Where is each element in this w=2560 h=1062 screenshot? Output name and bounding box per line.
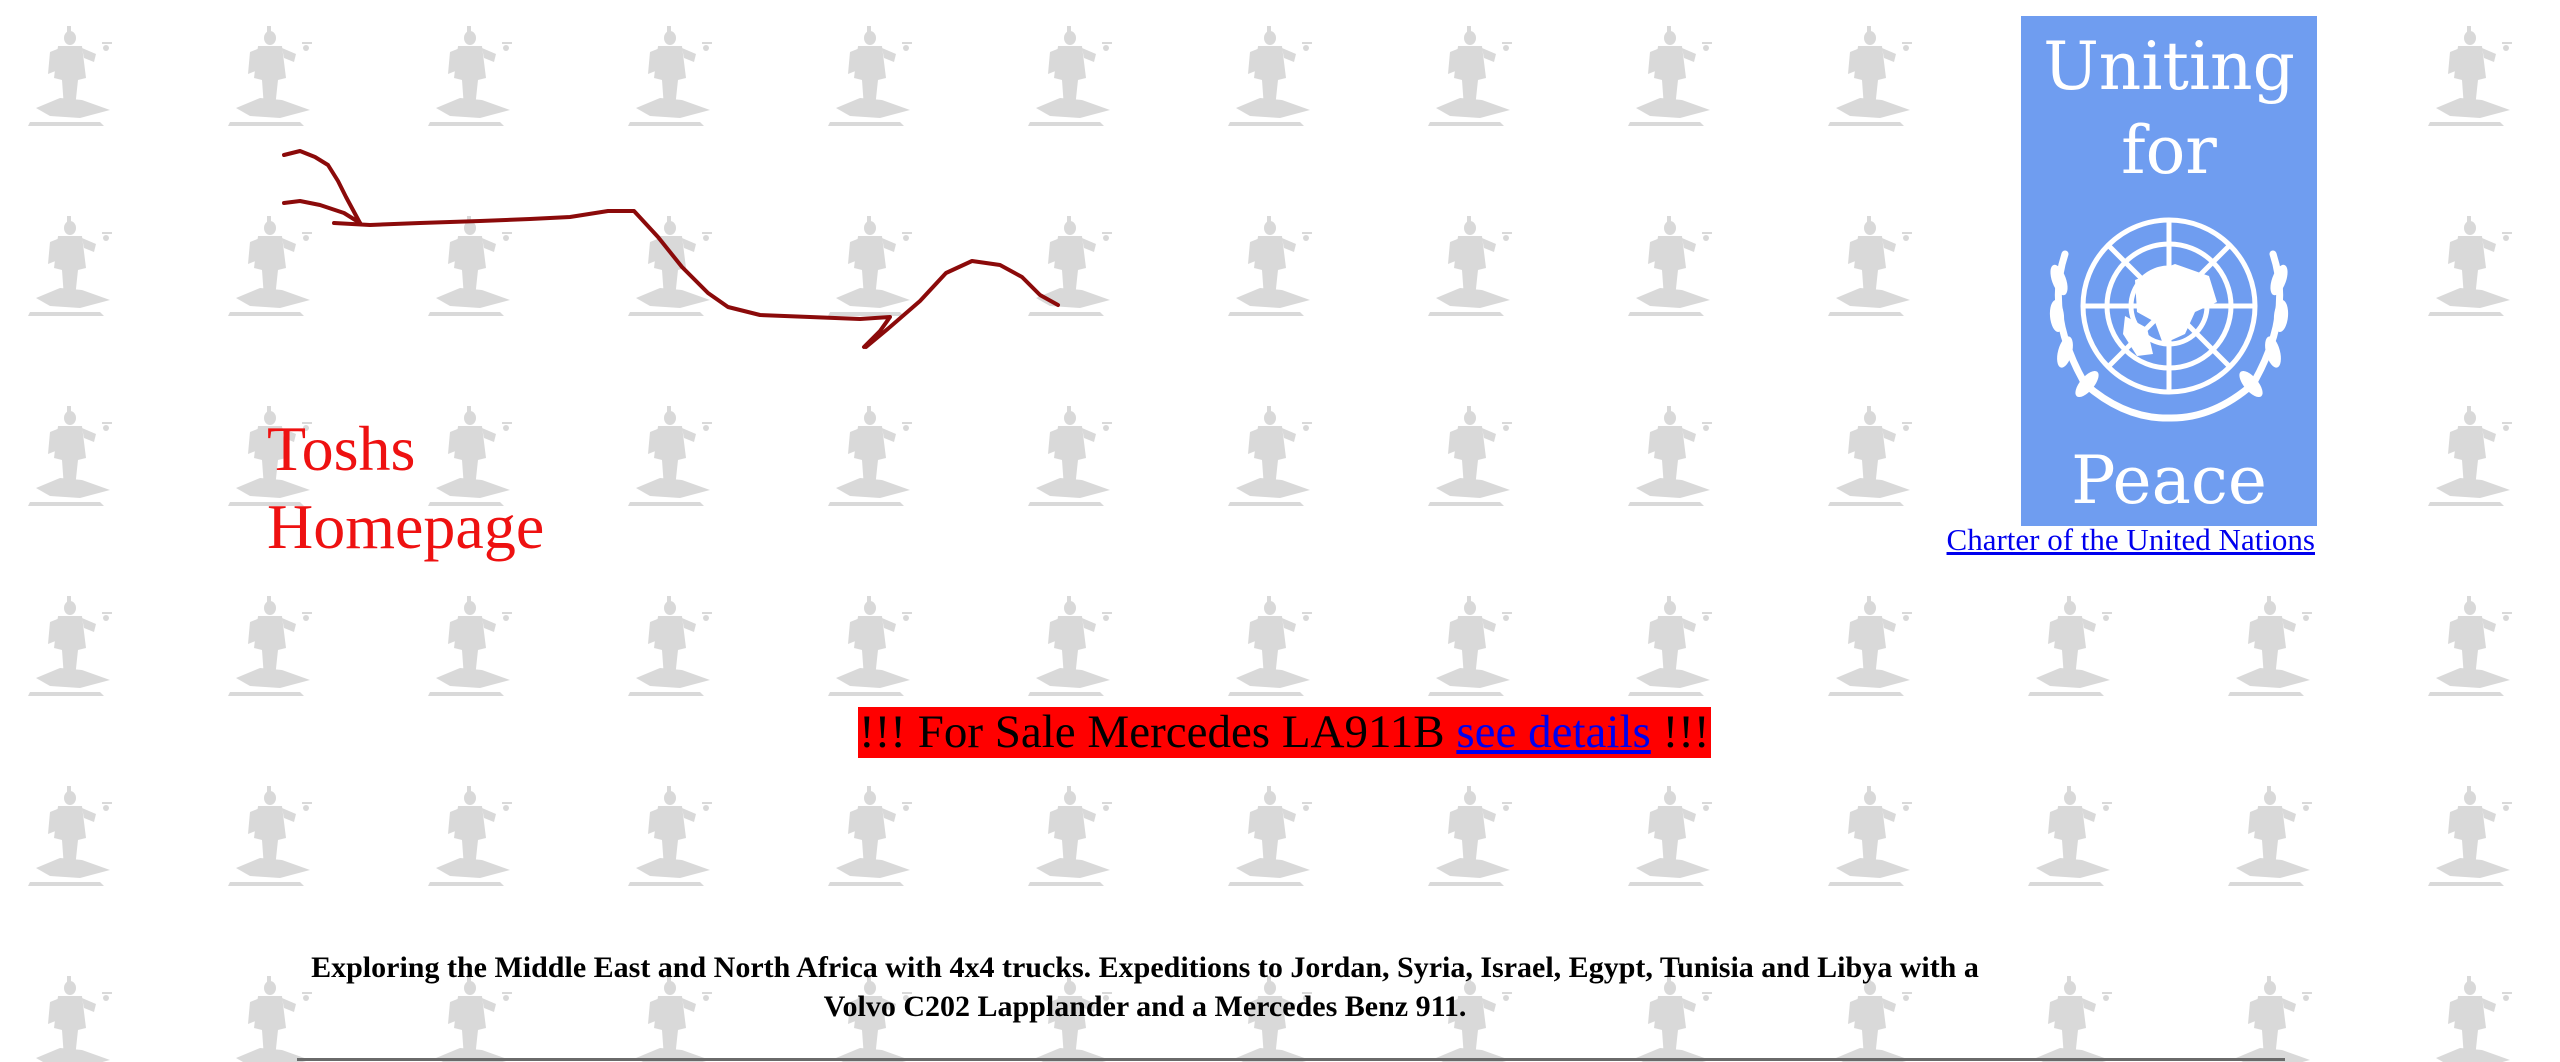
page-title-line-1: Toshs	[267, 413, 416, 484]
route-map-drawing	[282, 149, 1060, 349]
page-title: Toshs Homepage	[267, 410, 544, 566]
un-emblem-icon	[2049, 217, 2289, 422]
sale-prefix-text: !!! For Sale Mercedes LA911B	[859, 706, 1457, 758]
charter-of-the-united-nations-link[interactable]: Charter of the United Nations	[1946, 522, 2315, 557]
uniting-for-peace-banner[interactable]: Uniting for	[2021, 16, 2317, 526]
for-sale-banner: !!! For Sale Mercedes LA911B see details…	[858, 707, 1711, 758]
page-title-line-2: Homepage	[267, 491, 545, 562]
sale-suffix-text: !!!	[1650, 706, 1710, 758]
banner-word-uniting: Uniting	[2043, 28, 2295, 105]
banner-word-peace: Peace	[2071, 442, 2267, 519]
intro-paragraph: Exploring the Middle East and North Afri…	[311, 951, 1979, 1023]
see-details-link[interactable]: see details	[1456, 706, 1651, 758]
banner-word-for: for	[2121, 112, 2217, 189]
horizontal-divider	[297, 1058, 2285, 1061]
